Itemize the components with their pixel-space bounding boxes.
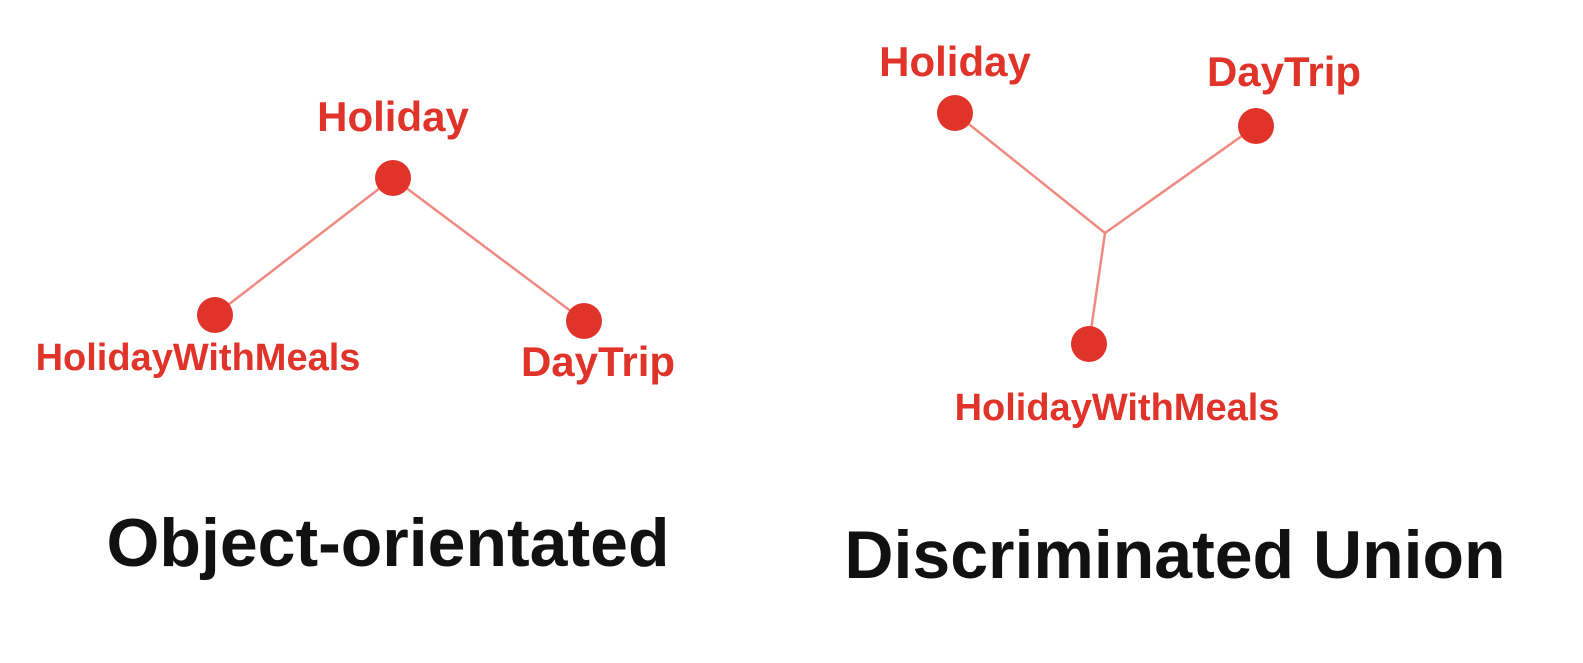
oo-edge-holiday-to-daytrip [392,176,585,323]
du-node-daytrip [1238,108,1274,144]
du-edge-holiday-to-junction [954,112,1106,234]
object-oriented-diagram: Holiday HolidayWithMeals DayTrip Object-… [36,93,675,581]
oo-edge-holiday-to-holidaywithmeals [214,177,394,316]
oo-label-holidaywithmeals: HolidayWithMeals [36,337,361,379]
oo-caption: Object-orientated [107,505,670,581]
oo-label-holiday: Holiday [317,93,469,140]
du-node-holiday [937,95,973,131]
oo-node-daytrip [566,303,602,339]
oo-label-daytrip: DayTrip [521,338,675,385]
du-edge-daytrip-to-junction [1104,124,1257,235]
du-edge-junction-to-holidaywithmeals [1087,232,1107,345]
du-label-holiday: Holiday [879,38,1031,85]
du-label-holidaywithmeals: HolidayWithMeals [955,387,1280,429]
oo-node-holidaywithmeals [197,297,233,333]
oo-node-holiday [375,160,411,196]
du-node-holidaywithmeals [1071,326,1107,362]
du-caption: Discriminated Union [844,517,1505,593]
du-label-daytrip: DayTrip [1207,48,1361,95]
discriminated-union-diagram: Holiday DayTrip HolidayWithMeals Discrim… [844,38,1505,593]
